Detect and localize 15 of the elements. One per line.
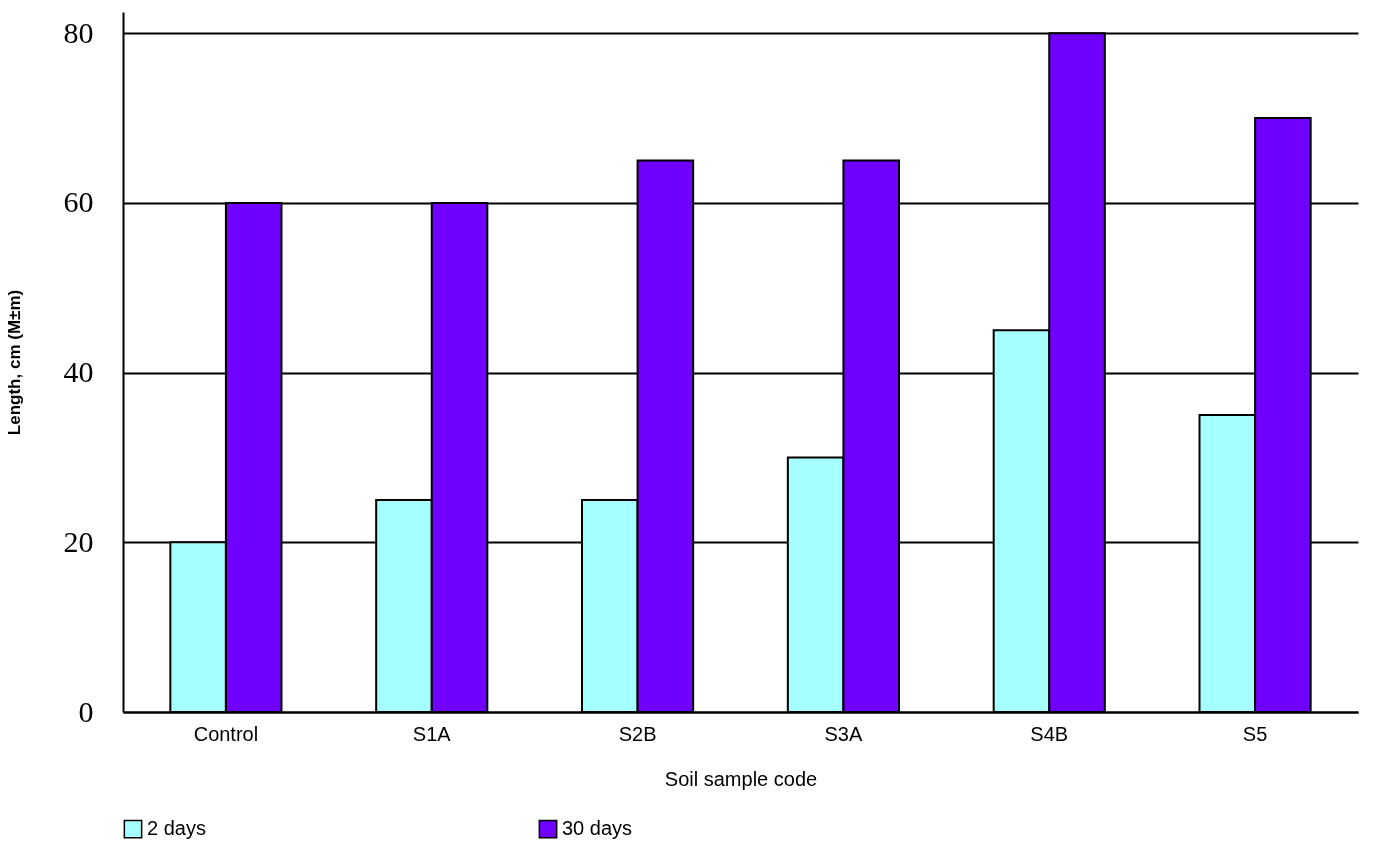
- x-axis-title: Soil sample code: [664, 767, 818, 790]
- y-tick-label: 60: [63, 185, 94, 219]
- x-tick-label: S3A: [824, 722, 863, 745]
- x-tick-label: S1A: [412, 722, 452, 745]
- x-tick-label: Control: [193, 722, 259, 745]
- x-tick-label: S5: [1242, 722, 1268, 745]
- y-tick-label: 80: [63, 15, 94, 49]
- legend-label: 2 days: [147, 817, 206, 840]
- x-tick-label: S4B: [1030, 722, 1069, 745]
- y-tick-label: 40: [63, 355, 94, 389]
- y-tick-label: 20: [63, 524, 94, 558]
- x-tick-label: S2B: [618, 722, 657, 745]
- y-tick-label: 0: [78, 694, 94, 728]
- y-axis-title: Length, cm (M±m): [4, 289, 24, 436]
- legend-label: 30 days: [562, 817, 633, 840]
